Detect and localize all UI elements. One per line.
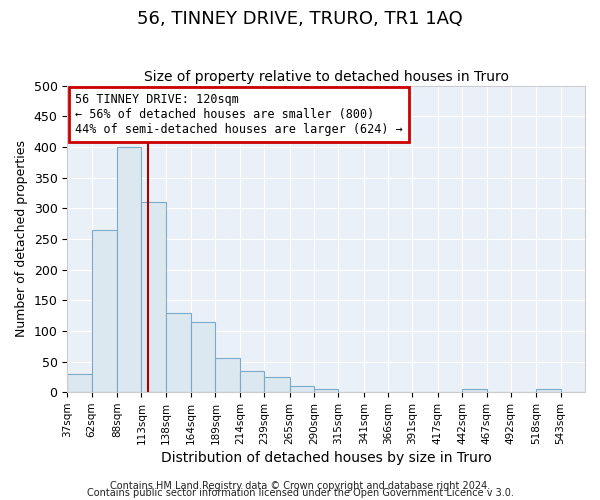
Text: Contains public sector information licensed under the Open Government Licence v : Contains public sector information licen… xyxy=(86,488,514,498)
Bar xyxy=(264,377,290,392)
Bar xyxy=(142,202,166,392)
Bar xyxy=(215,358,240,392)
Bar xyxy=(166,312,191,392)
Bar xyxy=(240,371,264,392)
Title: Size of property relative to detached houses in Truro: Size of property relative to detached ho… xyxy=(143,70,509,85)
Bar xyxy=(462,389,487,392)
Text: 56 TINNEY DRIVE: 120sqm
← 56% of detached houses are smaller (800)
44% of semi-d: 56 TINNEY DRIVE: 120sqm ← 56% of detache… xyxy=(75,94,403,136)
Bar xyxy=(314,389,338,392)
Text: 56, TINNEY DRIVE, TRURO, TR1 1AQ: 56, TINNEY DRIVE, TRURO, TR1 1AQ xyxy=(137,10,463,28)
Y-axis label: Number of detached properties: Number of detached properties xyxy=(15,140,28,338)
Bar xyxy=(290,386,314,392)
Bar xyxy=(191,322,215,392)
Bar xyxy=(67,374,92,392)
Bar xyxy=(536,389,560,392)
X-axis label: Distribution of detached houses by size in Truro: Distribution of detached houses by size … xyxy=(161,451,491,465)
Text: Contains HM Land Registry data © Crown copyright and database right 2024.: Contains HM Land Registry data © Crown c… xyxy=(110,481,490,491)
Bar xyxy=(117,147,142,392)
Bar xyxy=(92,230,117,392)
